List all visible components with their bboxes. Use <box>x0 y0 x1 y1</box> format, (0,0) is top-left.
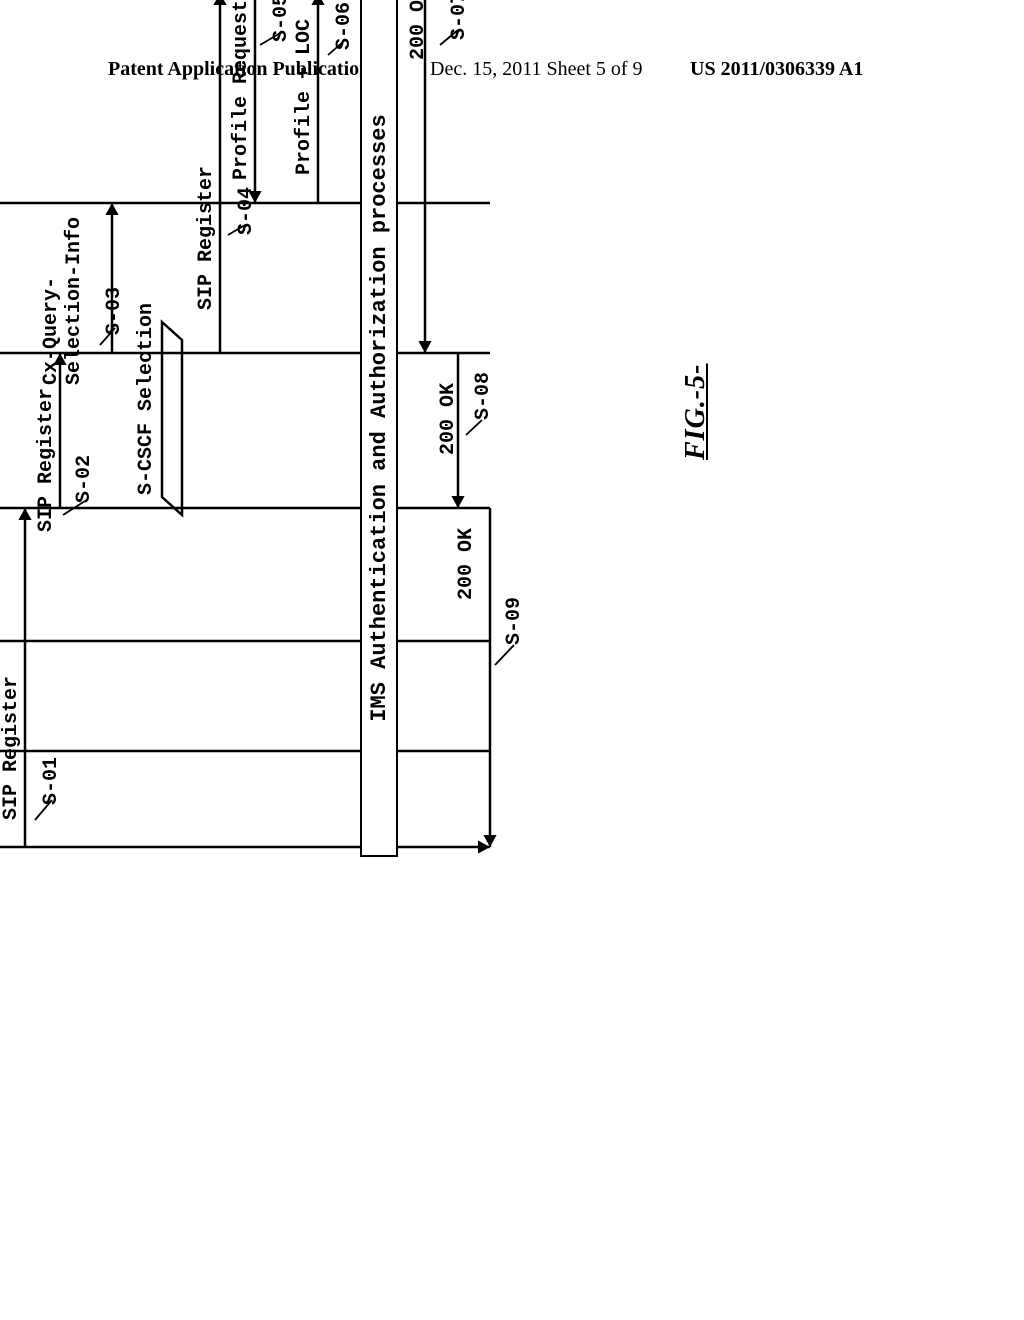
header-right: US 2011/0306339 A1 <box>690 58 863 81</box>
message-label: Cx-Query- Selection-Info <box>40 217 86 385</box>
phase-box: IMS Authentication and Authorization pro… <box>360 0 398 857</box>
step-label: S-06 <box>333 2 356 50</box>
sequence-diagram: UESGSNGGSNP-CSCFI-CSCFHSSS-CSCFUser atta… <box>0 0 540 875</box>
step-label: S-08 <box>472 372 495 420</box>
message-label: SIP Register <box>0 676 23 820</box>
message-label: SIP Register <box>35 388 58 532</box>
note: S-CSCF Selection <box>135 303 158 495</box>
message-label: Profile Request <box>230 0 253 180</box>
message-label: 200 OK <box>455 528 478 600</box>
step-label: S-07 <box>448 0 471 40</box>
diagram-rotated-wrap: UESGSNGGSNP-CSCFI-CSCFHSSS-CSCFUser atta… <box>0 315 960 1015</box>
step-label: S-03 <box>103 287 126 335</box>
message-label: 200 OK <box>437 383 460 455</box>
step-label: S-09 <box>503 597 526 645</box>
message-label: 200 OK <box>407 0 430 60</box>
page: Patent Application Publication Dec. 15, … <box>0 0 1024 1320</box>
step-label: S-05 <box>270 0 293 42</box>
message-label: Profile + LOC <box>293 19 316 175</box>
arrows-svg <box>0 0 560 875</box>
message-label: SIP Register <box>195 166 218 310</box>
step-label: S-02 <box>73 455 96 503</box>
figure-label: FIG.-5- <box>680 364 712 460</box>
step-label: S-04 <box>235 187 258 235</box>
step-label: S-01 <box>40 757 63 805</box>
